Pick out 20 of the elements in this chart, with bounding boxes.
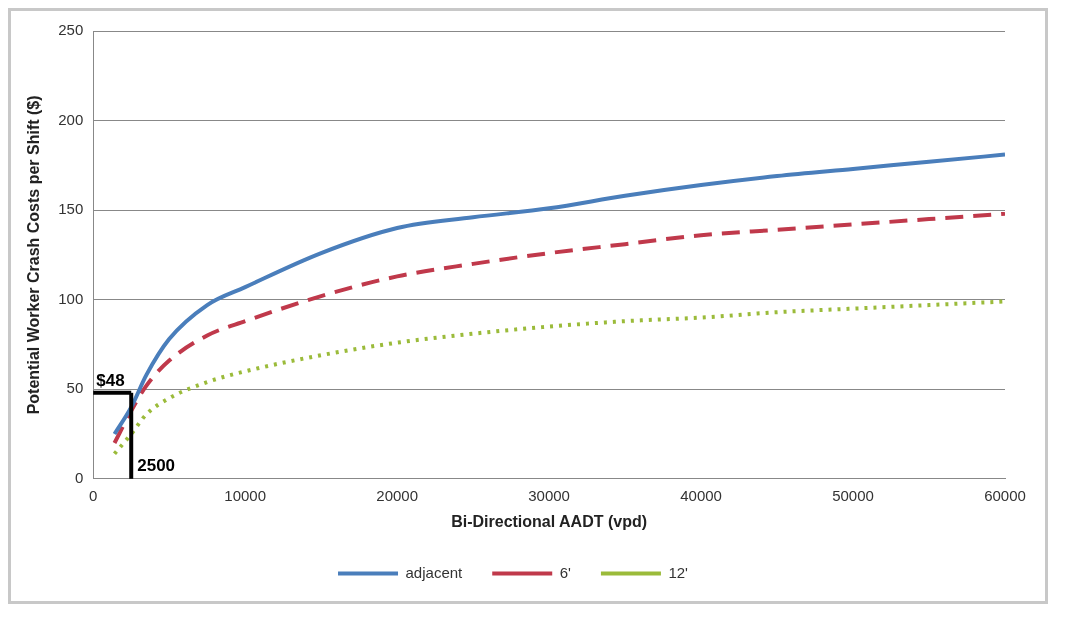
y-tick-label: 50	[66, 379, 84, 397]
x-tick-label: 60000	[984, 486, 1026, 504]
x-tick-label: 0	[89, 486, 98, 504]
x-tick-label: 30000	[528, 486, 570, 504]
y-tick-label: 100	[58, 289, 84, 307]
y-tick-label: 200	[58, 110, 84, 128]
x-tick-label: 50000	[832, 486, 874, 504]
y-tick-label: 250	[58, 21, 84, 39]
y-tick-label: 150	[58, 200, 84, 218]
y-axis-title: Potential Worker Crash Costs per Shift ($)	[25, 95, 43, 415]
y-tick-label: 0	[74, 468, 84, 486]
ref-line-label: $48	[96, 371, 125, 391]
x-tick-label: 10000	[224, 486, 267, 504]
legend-label: 12'	[668, 563, 689, 581]
x-tick-label: 40000	[680, 486, 722, 504]
ref-line-label: 2500	[137, 455, 176, 475]
x-tick-label: 20000	[376, 486, 419, 504]
legend-label: adjacent	[405, 563, 464, 581]
x-axis-title: Bi-Directional AADT (vpd)	[451, 512, 648, 530]
legend-label: 6'	[559, 563, 572, 581]
